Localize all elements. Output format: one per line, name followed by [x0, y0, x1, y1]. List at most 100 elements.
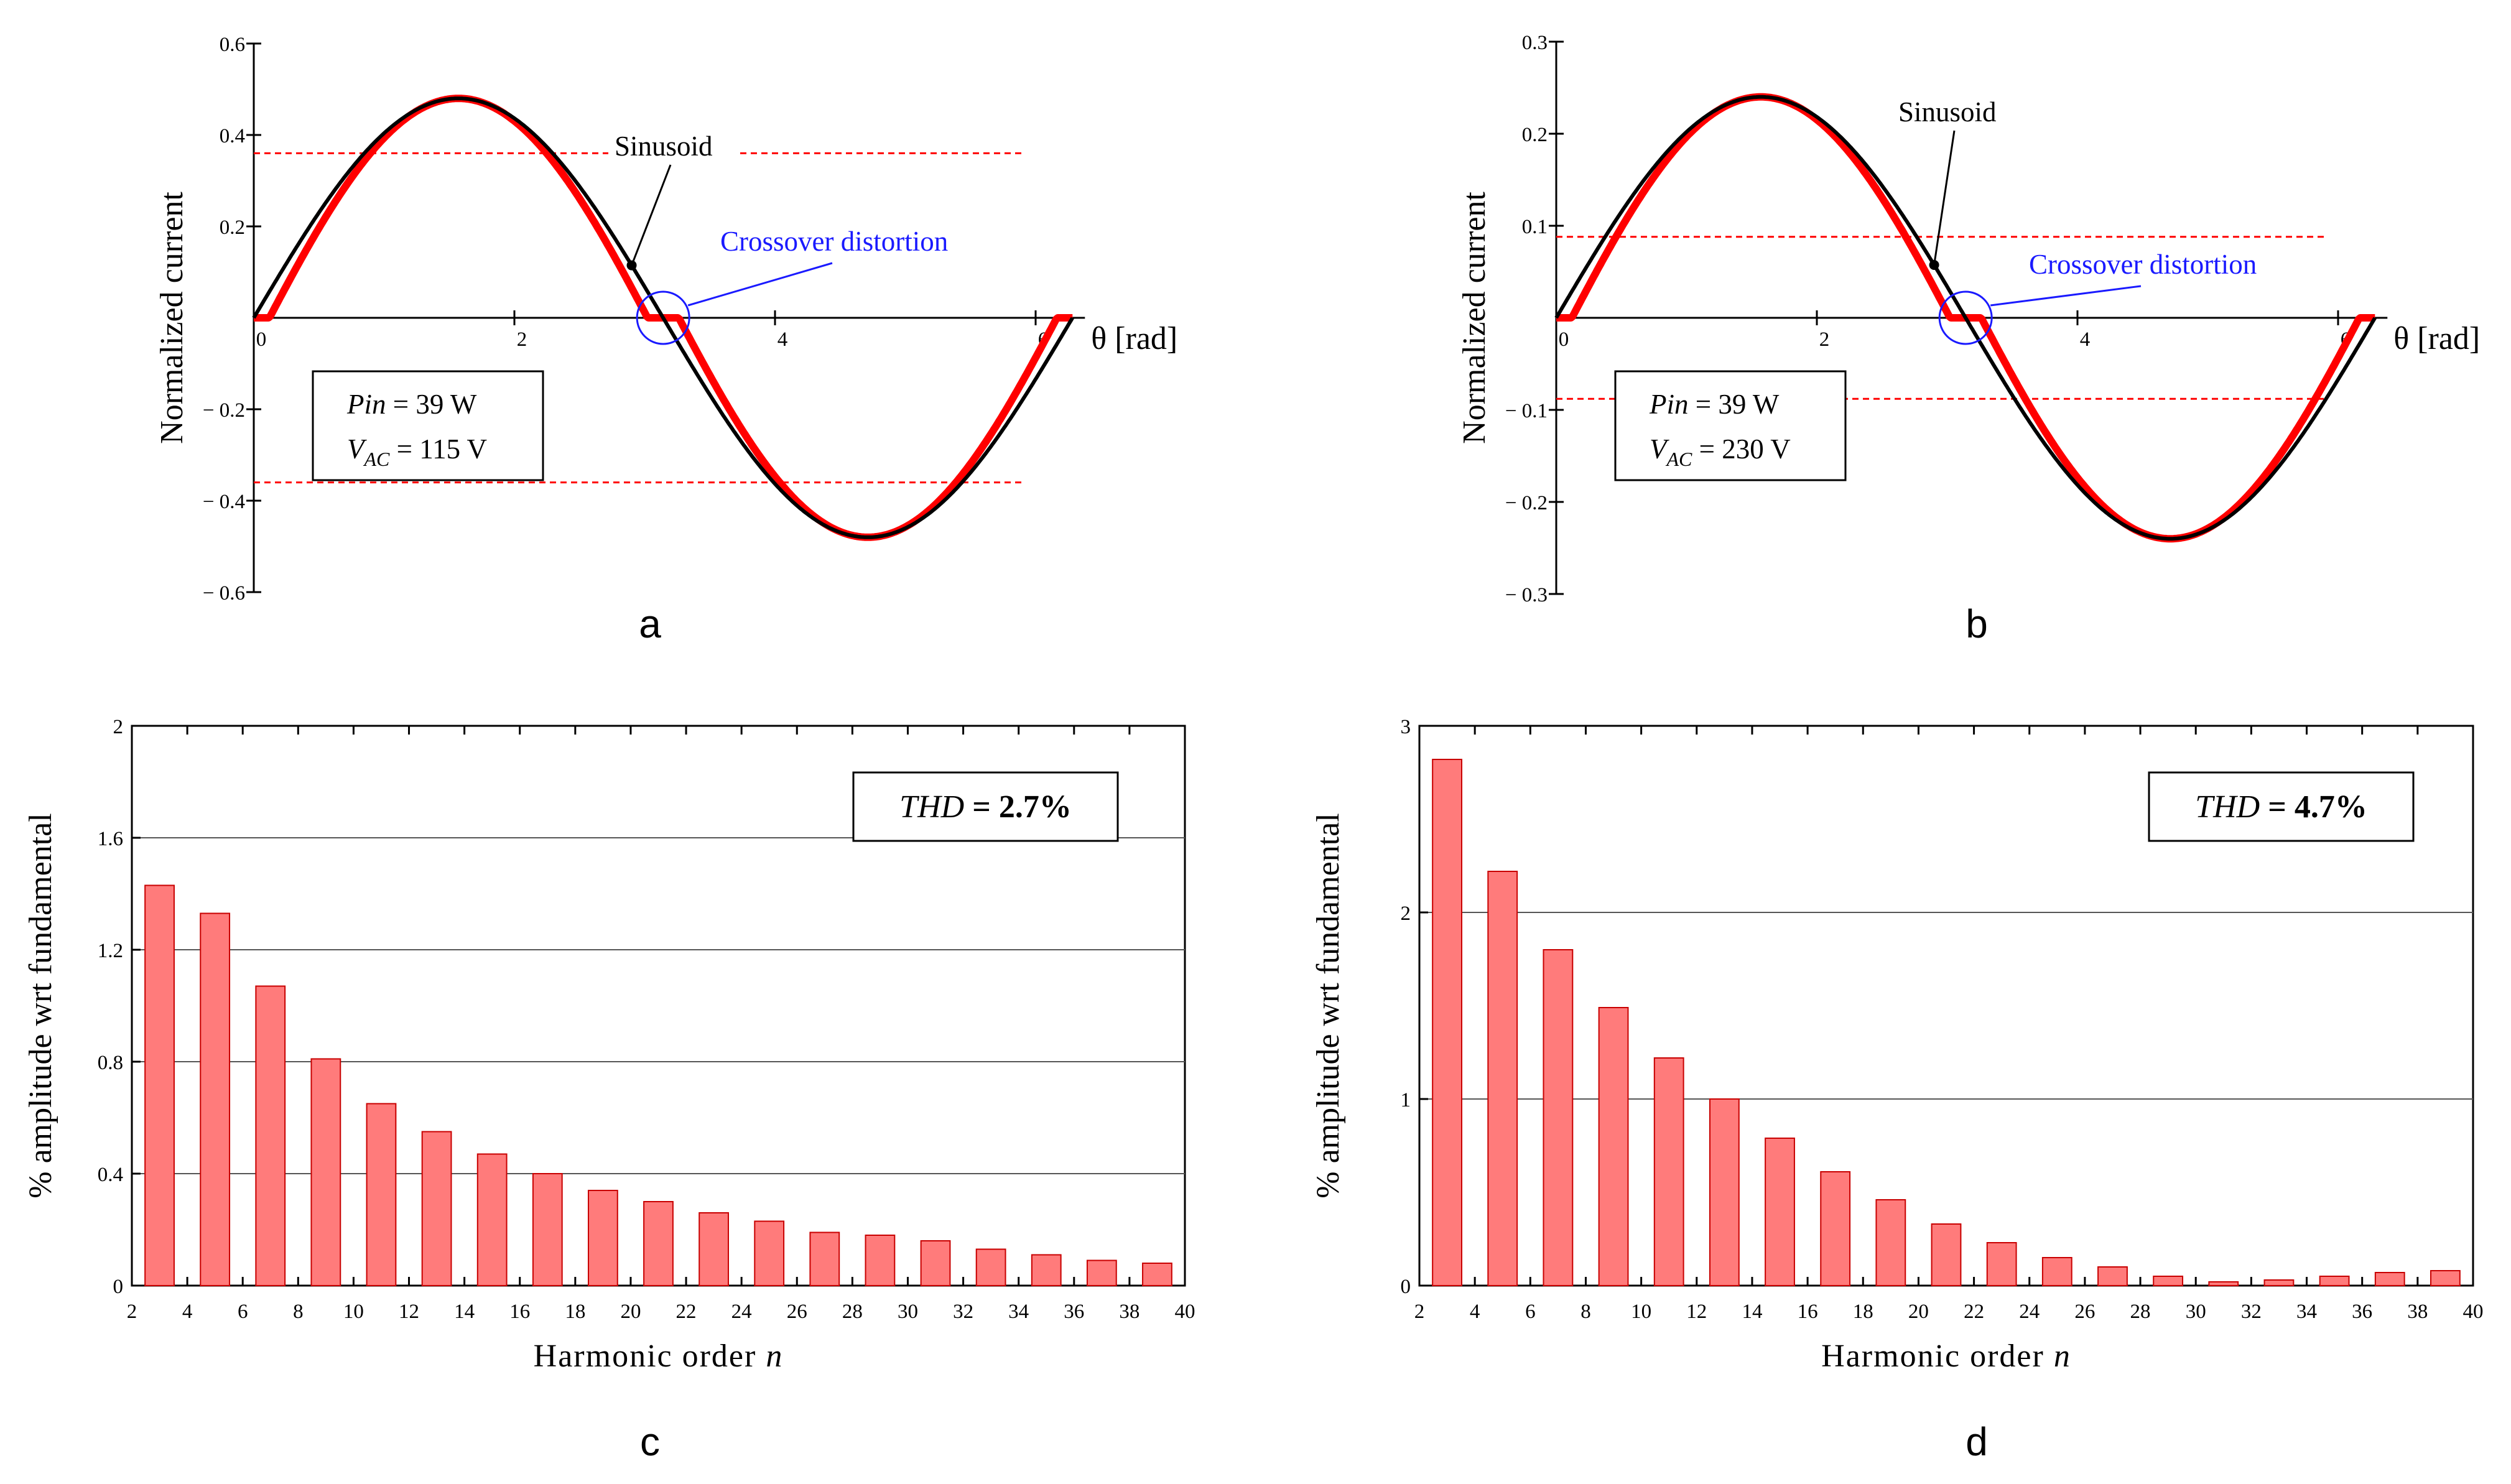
bar [1142, 1263, 1172, 1286]
thd-text: THD = 2.7% [899, 789, 1072, 825]
bar [754, 1220, 785, 1286]
y-tick-label: − 0.2 [203, 399, 245, 422]
info-pin-value: = 39 W [386, 389, 477, 420]
bar [144, 884, 175, 1286]
thd-box [2148, 771, 2415, 842]
bar [255, 985, 286, 1286]
bar [1487, 871, 1518, 1286]
panel-caption: d [1966, 1419, 1988, 1464]
x-tick-label: 2 [1414, 1301, 1425, 1323]
y-tick-label: 0.4 [98, 1164, 123, 1186]
bar [2097, 1266, 2128, 1286]
bar [1875, 1199, 1906, 1286]
bar [1931, 1223, 1962, 1286]
info-pin-symbol: Pin [346, 389, 386, 420]
panel-a: 0.60.40.2− 0.2− 0.4− 0.60 2 4 6 θ [rad]Norma… [154, 34, 1177, 646]
x-tick-label: 2 [1819, 328, 1830, 351]
x-tick-label: 30 [2186, 1301, 2206, 1323]
y-tick-label: − 0.4 [203, 491, 245, 513]
x-tick-label: 14 [454, 1301, 475, 1323]
bar [1432, 759, 1462, 1286]
y-axis-label: % amplitude wrt fundamental [23, 813, 58, 1198]
x-tick-label: 24 [731, 1301, 752, 1323]
crossover-circle [1938, 290, 1993, 345]
x-tick-label: 14 [1742, 1301, 1762, 1323]
thd-symbol: THD [2195, 789, 2260, 825]
bar [200, 912, 231, 1286]
thd-symbol: THD [899, 789, 964, 825]
x-axis-label: Harmonic order n [1821, 1338, 2071, 1374]
x-tick-label: 16 [509, 1301, 530, 1323]
y-tick-label: 0.6 [220, 34, 245, 56]
info-vac-subscript: AC [1666, 448, 1693, 470]
x-tick-label: 4 [2080, 328, 2091, 351]
x-axis-label: Harmonic order n [534, 1338, 784, 1374]
y-tick-label: − 0.3 [1505, 584, 1548, 606]
y-tick-label: 0.2 [220, 216, 245, 239]
bar [532, 1173, 563, 1286]
y-axis-label: Normalized current [1457, 192, 1492, 444]
x-tick-label: 0 [256, 328, 267, 351]
x-tick-label: 2 [127, 1301, 137, 1323]
crossover-label: Crossover distortion [2029, 249, 2257, 280]
x-axis-label-main: Harmonic order [1821, 1338, 2054, 1374]
x-tick-label: 4 [777, 328, 788, 351]
x-tick-label: 20 [1908, 1301, 1929, 1323]
bar [2153, 1276, 2184, 1286]
x-tick-label: 2 [517, 328, 527, 351]
y-tick-label: 0.4 [220, 125, 245, 147]
info-box [1614, 370, 1847, 481]
info-vac-line: VAC = 230 V [1650, 434, 1791, 470]
panel-b: 0.30.20.1− 0.1− 0.2− 0.30 2 4 6 θ [rad]Norma… [1457, 32, 2480, 646]
sinusoid-point [1929, 260, 1939, 271]
y-tick-label: 1.6 [98, 828, 123, 850]
thd-value: = 2.7% [964, 789, 1072, 825]
info-vac-line: VAC = 115 V [347, 434, 487, 470]
info-pin-symbol: Pin [1649, 389, 1689, 420]
info-vac-symbol: V [1650, 434, 1669, 465]
crossover-circle [636, 290, 690, 345]
x-tick-label: 22 [676, 1301, 697, 1323]
panel-caption: b [1966, 601, 1988, 646]
x-tick-label: 4 [1470, 1301, 1480, 1323]
x-tick-label: 26 [787, 1301, 807, 1323]
x-tick-label: 18 [565, 1301, 585, 1323]
thd-box [852, 771, 1119, 842]
crossover-leader [1990, 285, 2142, 307]
bar [310, 1058, 341, 1286]
y-tick-label: 3 [1401, 716, 1411, 738]
x-tick-label: 20 [620, 1301, 641, 1323]
series-sinusoid-line [1554, 95, 2377, 541]
bar [1598, 1007, 1629, 1286]
x-tick-label: 12 [1686, 1301, 1707, 1323]
bar [1765, 1138, 1795, 1286]
x-axis-label-main: Harmonic order [534, 1338, 766, 1374]
bar [865, 1235, 896, 1286]
x-tick-label: 8 [293, 1301, 304, 1323]
x-tick-label: 32 [2241, 1301, 2262, 1323]
info-pin-line: Pin = 39 W [1649, 389, 1780, 420]
x-axis-label-var: n [766, 1338, 783, 1374]
sinusoid-label: Sinusoid [615, 131, 713, 162]
crossover-label: Crossover distortion [720, 226, 948, 257]
x-axis-label-var: n [2054, 1338, 2071, 1374]
bar [2041, 1257, 2072, 1286]
x-tick-label: 28 [842, 1301, 863, 1323]
bar [476, 1153, 508, 1286]
x-tick-label: 6 [1525, 1301, 1536, 1323]
bar [699, 1212, 729, 1286]
bar [1086, 1259, 1117, 1286]
bar [975, 1248, 1006, 1286]
bar [1986, 1242, 2017, 1286]
y-tick-label: 0 [1401, 1276, 1411, 1298]
x-tick-label: 4 [182, 1301, 193, 1323]
x-tick-label: 26 [2074, 1301, 2095, 1323]
bar [920, 1240, 951, 1286]
panel-caption: c [640, 1419, 660, 1464]
x-tick-label: 34 [1008, 1301, 1029, 1323]
y-tick-label: 1.2 [98, 940, 123, 962]
info-vac-subscript: AC [363, 448, 391, 470]
thd-value: = 4.7% [2260, 789, 2367, 825]
